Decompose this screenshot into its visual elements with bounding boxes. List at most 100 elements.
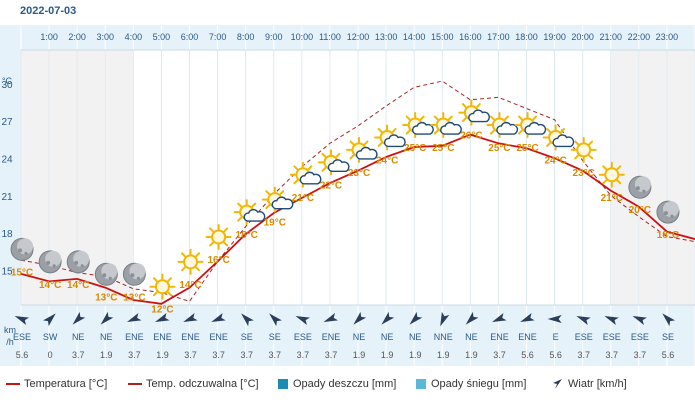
wind-direction-label: ESE (603, 332, 621, 342)
hour-tick-label: 5:00 (153, 32, 171, 42)
wind-arrow-icon (269, 313, 282, 327)
temperature-point-label: 21°C (292, 193, 314, 204)
wind-direction-label: E (553, 332, 559, 342)
wind-arrow-shape (72, 311, 86, 325)
temperature-line (20, 133, 695, 305)
hour-tick-label: 19:00 (543, 32, 566, 42)
moon-crater (102, 273, 107, 278)
sun-cloud-icon (402, 112, 434, 139)
wind-arrow-icon (409, 311, 423, 325)
temperature-point-label: 26°C (460, 131, 482, 142)
wind-direction-label: ESE (13, 332, 31, 342)
wind-arrow-icon (552, 378, 568, 390)
sun-ray (489, 115, 495, 121)
sun-ray (223, 227, 229, 233)
hour-tick-label: 16:00 (459, 32, 482, 42)
temperature-point-label: 14°C (67, 280, 89, 291)
hour-tick-label: 23:00 (656, 32, 679, 42)
hour-tick-label: 11:00 (319, 32, 341, 42)
wind-arrow-shape (241, 313, 254, 327)
wind-direction-label: ENE (518, 332, 537, 342)
wind-arrow-icon (662, 313, 676, 327)
wind-arrow-shape (492, 313, 507, 323)
wind-direction-label: ENE (181, 332, 200, 342)
temperature-point-label: 25°C (516, 143, 538, 154)
wind-arrow-shape (323, 313, 339, 323)
y-tick-label: 15 (1, 266, 13, 277)
wind-direction-label: ENE (322, 332, 341, 342)
moon-cloud-icon (38, 250, 62, 274)
legend-line-swatch (6, 383, 20, 386)
hour-tick-label: 2:00 (68, 32, 86, 42)
sun-ray (433, 115, 439, 121)
chart-date: 2022-07-03 (20, 5, 77, 17)
hour-tick-label: 20:00 (571, 32, 594, 42)
sun-ray (181, 266, 186, 272)
cloud-shape (412, 121, 434, 135)
moon-crater (663, 211, 668, 216)
y-tick-label: 21 (1, 192, 13, 203)
wind-speed-label: 5.6 (662, 350, 675, 360)
wind-arrow-icon (14, 315, 30, 325)
sun-ray (167, 291, 172, 297)
hour-tick-label: 15:00 (431, 32, 454, 42)
wind-speed-label: 5.6 (16, 350, 29, 360)
sun-ray (209, 241, 214, 247)
temperature-point-label: 24°C (544, 155, 566, 166)
wind-arrow-icon (381, 311, 395, 325)
temperature-point-label: 23°C (573, 168, 595, 179)
wind-speed-label: 1.9 (156, 350, 169, 360)
sun-disc (211, 229, 227, 245)
sun-ray (476, 103, 481, 108)
sun-ray (209, 227, 214, 233)
hour-tick-label: 3:00 (96, 32, 114, 42)
sun-cloud-icon (317, 149, 350, 176)
sun-ray (265, 204, 271, 210)
sun-ray (279, 190, 285, 196)
wind-arrow-icon (632, 315, 647, 325)
sun-ray (588, 140, 594, 146)
sun-ray (237, 216, 243, 222)
legend-label: Temperatura [°C] (24, 378, 108, 390)
wind-direction-label: NE (381, 332, 394, 342)
hour-tick-label: 6:00 (181, 32, 199, 42)
sun-ray (588, 154, 594, 160)
sun-icon (205, 223, 232, 250)
sun-cloud-icon (458, 99, 490, 126)
wind-arrow-shape (520, 313, 535, 323)
sun-ray (489, 129, 495, 135)
wind-arrow-shape (183, 313, 198, 323)
wind-speed-label: 3.7 (577, 350, 590, 360)
y-tick-label: 30 (1, 80, 13, 91)
sun-cloud-icon (514, 112, 547, 139)
legend-label: Opady śniegu [mm] (431, 378, 527, 390)
wind-speed-label: 1.9 (100, 350, 113, 360)
temperature-point-label: 20°C (629, 205, 651, 216)
sun-ray (391, 127, 397, 133)
sun-disc (604, 167, 620, 183)
legend-label: Wiatr [km/h] (568, 378, 627, 390)
moon-cloud-icon (66, 250, 90, 274)
moon-cloud-icon (628, 175, 652, 199)
legend-item: Opady deszczu [mm] (278, 378, 396, 390)
wind-arrow-shape (604, 315, 619, 325)
wind-arrow-shape (269, 313, 282, 327)
wind-speed-label: 3.7 (212, 350, 225, 360)
moon-crater (52, 264, 56, 268)
wind-arrow-icon (604, 315, 619, 325)
wind-arrow-shape (295, 315, 310, 325)
cloud-shape (327, 159, 350, 173)
sun-ray (307, 165, 313, 171)
sun-ray (152, 277, 158, 283)
sun-disc (183, 254, 199, 270)
wind-arrow-shape (409, 311, 423, 325)
wind-arrow-shape (440, 311, 450, 327)
wind-speed-label: 3.7 (240, 350, 253, 360)
sun-ray (335, 152, 341, 158)
wind-arrow-shape (465, 311, 479, 325)
sun-cloud-icon (542, 124, 575, 151)
moon-cloud-icon (10, 237, 34, 261)
wind-arrow-icon (465, 311, 479, 325)
cloud-shape (552, 134, 575, 148)
temperature-point-label: 18°C (657, 230, 679, 241)
